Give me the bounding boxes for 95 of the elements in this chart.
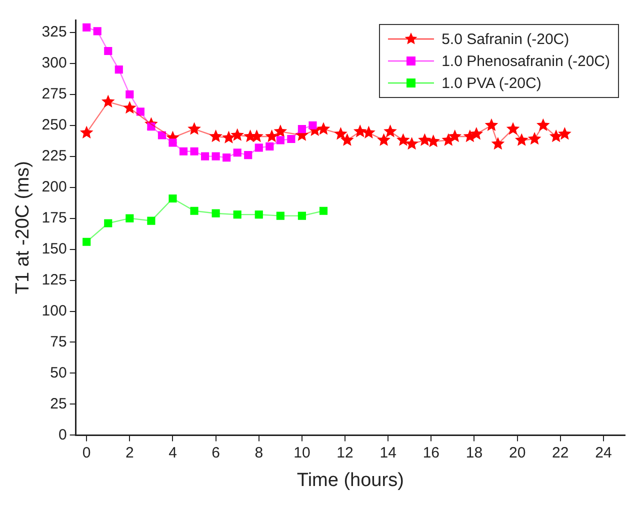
y-tick-label: 75 [50, 333, 67, 350]
point [266, 142, 274, 150]
x-axis-title: Time (hours) [296, 470, 404, 491]
legend-label: 1.0 PVA (-20C) [442, 74, 542, 92]
point [104, 46, 112, 56]
point [254, 210, 263, 219]
point [104, 219, 112, 228]
x-tick-label: 8 [254, 444, 264, 462]
y-tick-label: 150 [42, 240, 67, 258]
point [233, 148, 242, 157]
point [528, 132, 542, 145]
point [82, 238, 91, 246]
point [222, 130, 236, 144]
point [230, 128, 244, 141]
point [209, 130, 222, 142]
point [190, 147, 198, 156]
point [101, 94, 115, 108]
point [82, 23, 91, 32]
point [418, 133, 432, 146]
point [334, 127, 348, 140]
point [426, 134, 440, 148]
point [405, 136, 418, 150]
point [190, 206, 198, 215]
point [222, 154, 231, 162]
point [126, 214, 134, 222]
point [147, 216, 156, 225]
y-tick-label: 25 [50, 395, 67, 412]
point [80, 126, 94, 138]
point [298, 125, 306, 134]
point [158, 131, 166, 140]
point [168, 194, 177, 203]
y-tick-label: 200 [42, 178, 67, 196]
legend-label: 5.0 Safranin (-20C) [442, 30, 570, 48]
point [212, 209, 220, 218]
point [114, 66, 123, 74]
point [212, 152, 220, 160]
point [298, 212, 306, 220]
y-tick-label: 300 [42, 54, 67, 72]
y-tick-label: 225 [42, 147, 67, 164]
x-tick-label: 10 [294, 444, 310, 462]
point [316, 122, 330, 135]
point [491, 136, 505, 150]
point [188, 122, 201, 135]
y-tick-label: 250 [42, 116, 67, 134]
point [514, 133, 528, 146]
x-tick-label: 2 [125, 444, 134, 462]
point [276, 136, 284, 144]
y-tick-label: 100 [42, 302, 67, 320]
point [168, 138, 177, 147]
y-axis-title: T1 at -20C (ms) [12, 161, 34, 294]
x-tick-label: 20 [508, 444, 526, 462]
point [265, 130, 278, 142]
point [308, 121, 317, 130]
point [126, 90, 134, 98]
point [233, 210, 242, 219]
point [353, 124, 367, 138]
point [484, 118, 498, 132]
x-tick-label: 22 [552, 444, 569, 462]
y-tick-label: 325 [42, 24, 67, 41]
x-tick-label: 14 [380, 444, 396, 462]
y-tick-label: 275 [42, 86, 67, 103]
point [244, 151, 252, 160]
point [274, 124, 288, 138]
point [136, 108, 144, 116]
point [470, 127, 484, 140]
y-tick-label: 0 [58, 426, 67, 444]
x-tick-label: 4 [168, 444, 177, 462]
point [319, 206, 328, 215]
point [287, 134, 296, 144]
x-tick-label: 12 [336, 444, 354, 462]
point [254, 144, 263, 152]
point [384, 124, 397, 138]
point [536, 118, 550, 132]
x-tick-label: 6 [212, 444, 220, 462]
y-tick-label: 125 [42, 271, 67, 288]
y-tick-label: 175 [42, 209, 67, 226]
point [276, 212, 284, 220]
y-tick-label: 50 [50, 364, 67, 382]
x-tick-label: 18 [466, 444, 483, 462]
x-tick-label: 0 [82, 444, 91, 462]
x-tick-label: 24 [595, 444, 612, 462]
point [123, 101, 136, 114]
point [506, 122, 520, 135]
point [179, 147, 188, 156]
point [340, 133, 354, 146]
legend-label: 1.0 Phenosafranin (-20C) [442, 52, 610, 70]
point [201, 152, 210, 160]
x-tick-label: 16 [422, 444, 440, 462]
point [362, 126, 376, 138]
point [448, 130, 462, 142]
point [396, 133, 410, 146]
point [549, 130, 563, 142]
point [558, 127, 572, 140]
point [377, 133, 390, 146]
point [93, 27, 102, 36]
